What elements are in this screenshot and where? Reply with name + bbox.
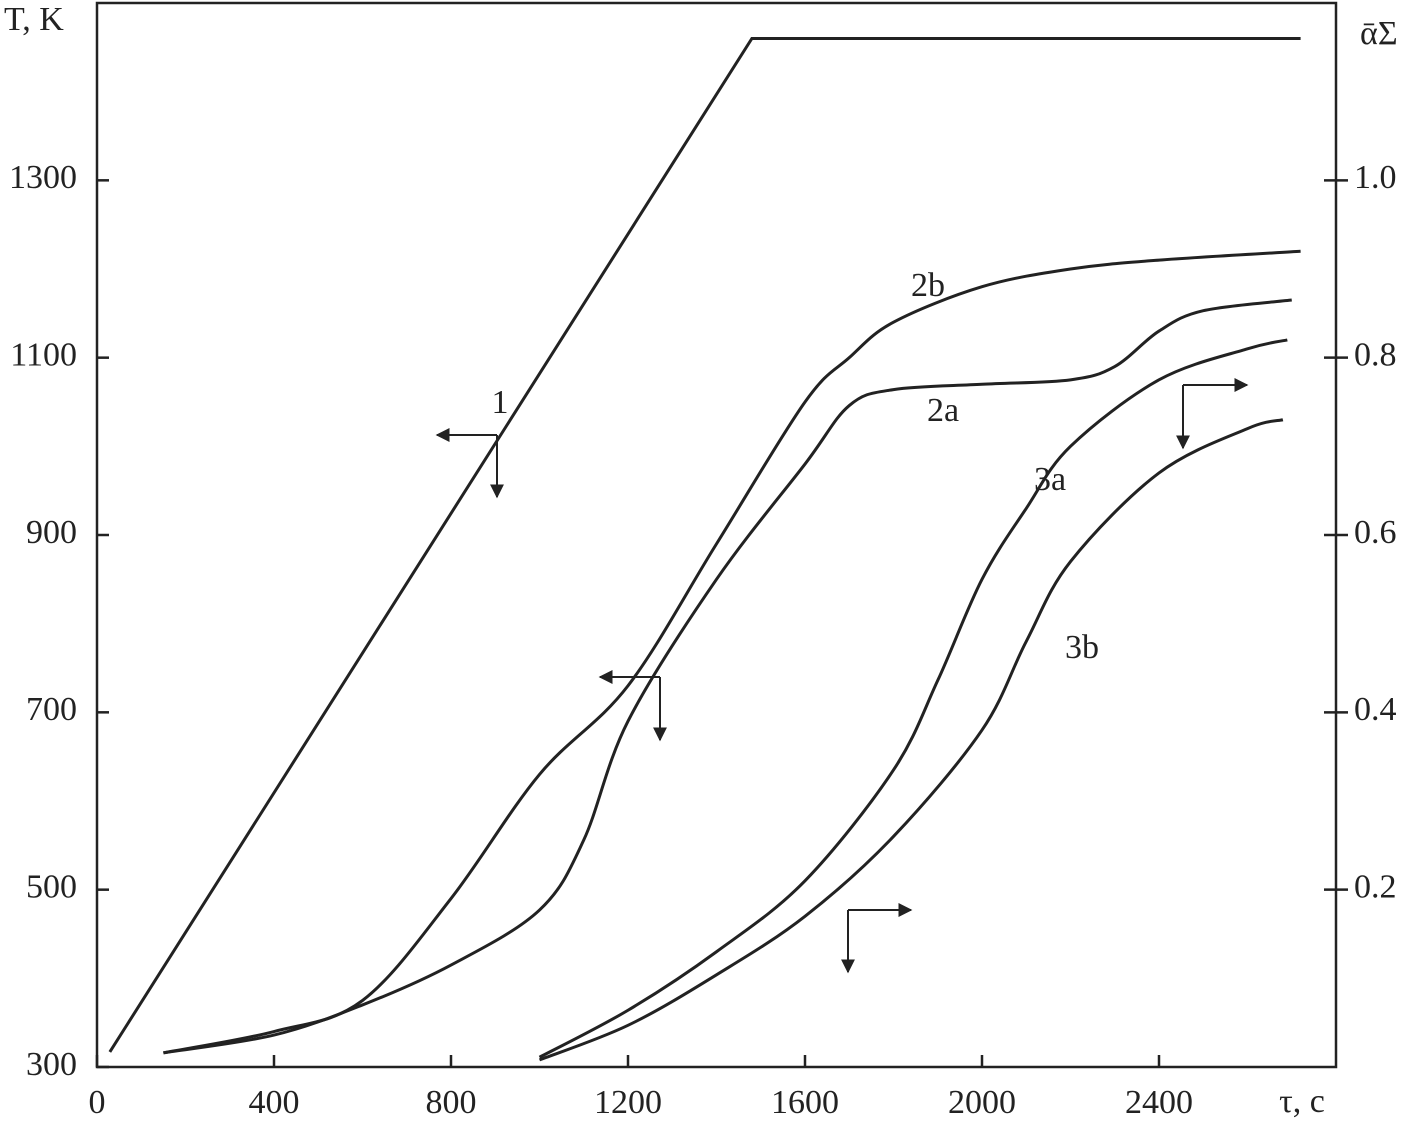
x-tick-label: 1200 — [594, 1084, 662, 1121]
y-tick-label: 700 — [26, 691, 77, 728]
y-tick-label: 300 — [26, 1046, 77, 1083]
x-tick-label: 2000 — [948, 1084, 1016, 1121]
y-tick-label: 900 — [26, 514, 77, 551]
curve — [538, 338, 1288, 1059]
x-tick-label: 400 — [249, 1084, 300, 1121]
y-tick-label: 1300 — [9, 159, 77, 196]
curve — [163, 249, 1301, 1055]
arrows — [435, 378, 1249, 974]
curve — [108, 36, 1301, 1053]
y-tick-label: 500 — [26, 868, 77, 905]
curve — [538, 418, 1284, 1062]
x-tick-label: 2400 — [1125, 1084, 1193, 1121]
y2-axis-label: ᾱΣ — [1360, 15, 1398, 52]
curve-label: 2a — [927, 392, 959, 429]
x-tick-label: 0 — [89, 1084, 106, 1121]
y2-tick-label: 1.0 — [1354, 159, 1397, 196]
x-tick-label: 1600 — [771, 1084, 839, 1121]
y2-tick-label: 0.2 — [1354, 868, 1397, 905]
y2-tick-label: 0.6 — [1354, 514, 1397, 551]
x-tick-label: 800 — [426, 1084, 477, 1121]
y2-tick-label: 0.8 — [1354, 336, 1397, 373]
curve-label: 1 — [492, 384, 509, 421]
y-tick-label: 1100 — [10, 336, 77, 373]
x-axis-label: τ, c — [1279, 1083, 1325, 1120]
curve — [163, 298, 1292, 1055]
curve-label: 3a — [1034, 461, 1066, 498]
y-axis-label: T, K — [4, 1, 64, 38]
curve-label: 2b — [911, 267, 945, 304]
plot-frame — [95, 1, 1338, 1069]
curve-label: 3b — [1065, 629, 1099, 666]
y2-tick-label: 0.4 — [1354, 691, 1397, 728]
